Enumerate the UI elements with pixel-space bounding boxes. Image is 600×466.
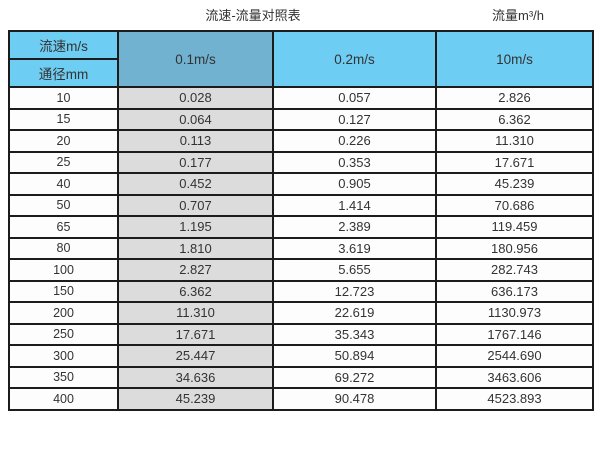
flow-value-cell: 4523.893: [435, 387, 594, 411]
flow-value-cell: 35.343: [272, 322, 437, 346]
flow-value-cell: 3.619: [272, 236, 437, 260]
diameter-cell: 40: [8, 172, 119, 196]
flow-value-cell: 0.177: [117, 150, 274, 174]
flow-unit-label: 流量m³/h: [491, 8, 545, 23]
diameter-cell: 250: [8, 322, 119, 346]
flow-value-cell: 0.452: [117, 172, 274, 196]
table-header: 流速m/s 0.1m/s 0.2m/s 10m/s 通径mm: [8, 30, 594, 88]
flow-value-cell: 0.127: [272, 107, 437, 131]
diameter-cell: 65: [8, 215, 119, 239]
table-body: 10 0.028 0.057 2.826 15 0.064 0.127 6.362 20 0.11…: [8, 86, 594, 411]
flow-value-cell: 22.619: [272, 301, 437, 325]
table-row: 65 1.195 2.389 119.459: [8, 215, 594, 239]
flow-value-cell: 45.239: [117, 387, 274, 411]
flow-value-cell: 6.362: [117, 279, 274, 303]
table-row: 10 0.028 0.057 2.826: [8, 86, 594, 110]
diameter-cell: 25: [8, 150, 119, 174]
flow-rate-table: 流速m/s 0.1m/s 0.2m/s 10m/s 通径mm 10 0.028 0.…: [8, 30, 594, 411]
diameter-cell: 350: [8, 365, 119, 389]
table-row: 20 0.113 0.226 11.310: [8, 129, 594, 153]
diameter-cell: 80: [8, 236, 119, 260]
diameter-cell: 400: [8, 387, 119, 411]
diameter-cell: 15: [8, 107, 119, 131]
flow-value-cell: 0.113: [117, 129, 274, 153]
header-velocity-0.2: 0.2m/s: [272, 30, 437, 88]
table-row: 250 17.671 35.343 1767.146: [8, 322, 594, 346]
flow-value-cell: 2.826: [435, 86, 594, 110]
table-row: 400 45.239 90.478 4523.893: [8, 387, 594, 411]
flow-value-cell: 1.810: [117, 236, 274, 260]
flow-value-cell: 90.478: [272, 387, 437, 411]
flow-value-cell: 1130.973: [435, 301, 594, 325]
flow-value-cell: 636.173: [435, 279, 594, 303]
flow-value-cell: 70.686: [435, 193, 594, 217]
table-row: 25 0.177 0.353 17.671: [8, 150, 594, 174]
header-velocity-0.1: 0.1m/s: [117, 30, 274, 88]
flow-value-cell: 0.064: [117, 107, 274, 131]
table-row: 350 34.636 69.272 3463.606: [8, 365, 594, 389]
header-velocity-label: 流速m/s: [8, 30, 119, 60]
flow-value-cell: 0.707: [117, 193, 274, 217]
flow-value-cell: 0.905: [272, 172, 437, 196]
flow-value-cell: 45.239: [435, 172, 594, 196]
flow-value-cell: 1.195: [117, 215, 274, 239]
flow-value-cell: 0.057: [272, 86, 437, 110]
flow-value-cell: 282.743: [435, 258, 594, 282]
diameter-cell: 150: [8, 279, 119, 303]
diameter-cell: 100: [8, 258, 119, 282]
diameter-cell: 10: [8, 86, 119, 110]
flow-value-cell: 3463.606: [435, 365, 594, 389]
flow-value-cell: 11.310: [117, 301, 274, 325]
flow-value-cell: 34.636: [117, 365, 274, 389]
table-row: 40 0.452 0.905 45.239: [8, 172, 594, 196]
flow-value-cell: 11.310: [435, 129, 594, 153]
diameter-cell: 300: [8, 344, 119, 368]
table-title: 流速-流量对照表: [205, 8, 301, 23]
flow-value-cell: 12.723: [272, 279, 437, 303]
flow-value-cell: 119.459: [435, 215, 594, 239]
flow-value-cell: 1.414: [272, 193, 437, 217]
diameter-cell: 50: [8, 193, 119, 217]
flow-value-cell: 17.671: [117, 322, 274, 346]
header-diameter-label: 通径mm: [8, 58, 119, 88]
table-row: 100 2.827 5.655 282.743: [8, 258, 594, 282]
header-velocity-10: 10m/s: [435, 30, 594, 88]
table-row: 15 0.064 0.127 6.362: [8, 107, 594, 131]
flow-value-cell: 0.226: [272, 129, 437, 153]
titlebar: 流速-流量对照表 流量m³/h: [0, 0, 600, 30]
flow-value-cell: 6.362: [435, 107, 594, 131]
flow-value-cell: 2.389: [272, 215, 437, 239]
flow-value-cell: 25.447: [117, 344, 274, 368]
flow-value-cell: 0.028: [117, 86, 274, 110]
flow-value-cell: 17.671: [435, 150, 594, 174]
table-row: 300 25.447 50.894 2544.690: [8, 344, 594, 368]
flow-value-cell: 50.894: [272, 344, 437, 368]
table-row: 150 6.362 12.723 636.173: [8, 279, 594, 303]
table-row: 80 1.810 3.619 180.956: [8, 236, 594, 260]
table-row: 200 11.310 22.619 1130.973: [8, 301, 594, 325]
diameter-cell: 20: [8, 129, 119, 153]
flow-value-cell: 5.655: [272, 258, 437, 282]
flow-value-cell: 1767.146: [435, 322, 594, 346]
flow-value-cell: 2544.690: [435, 344, 594, 368]
flow-value-cell: 2.827: [117, 258, 274, 282]
flow-value-cell: 180.956: [435, 236, 594, 260]
diameter-cell: 200: [8, 301, 119, 325]
flow-value-cell: 0.353: [272, 150, 437, 174]
table-row: 50 0.707 1.414 70.686: [8, 193, 594, 217]
flow-value-cell: 69.272: [272, 365, 437, 389]
